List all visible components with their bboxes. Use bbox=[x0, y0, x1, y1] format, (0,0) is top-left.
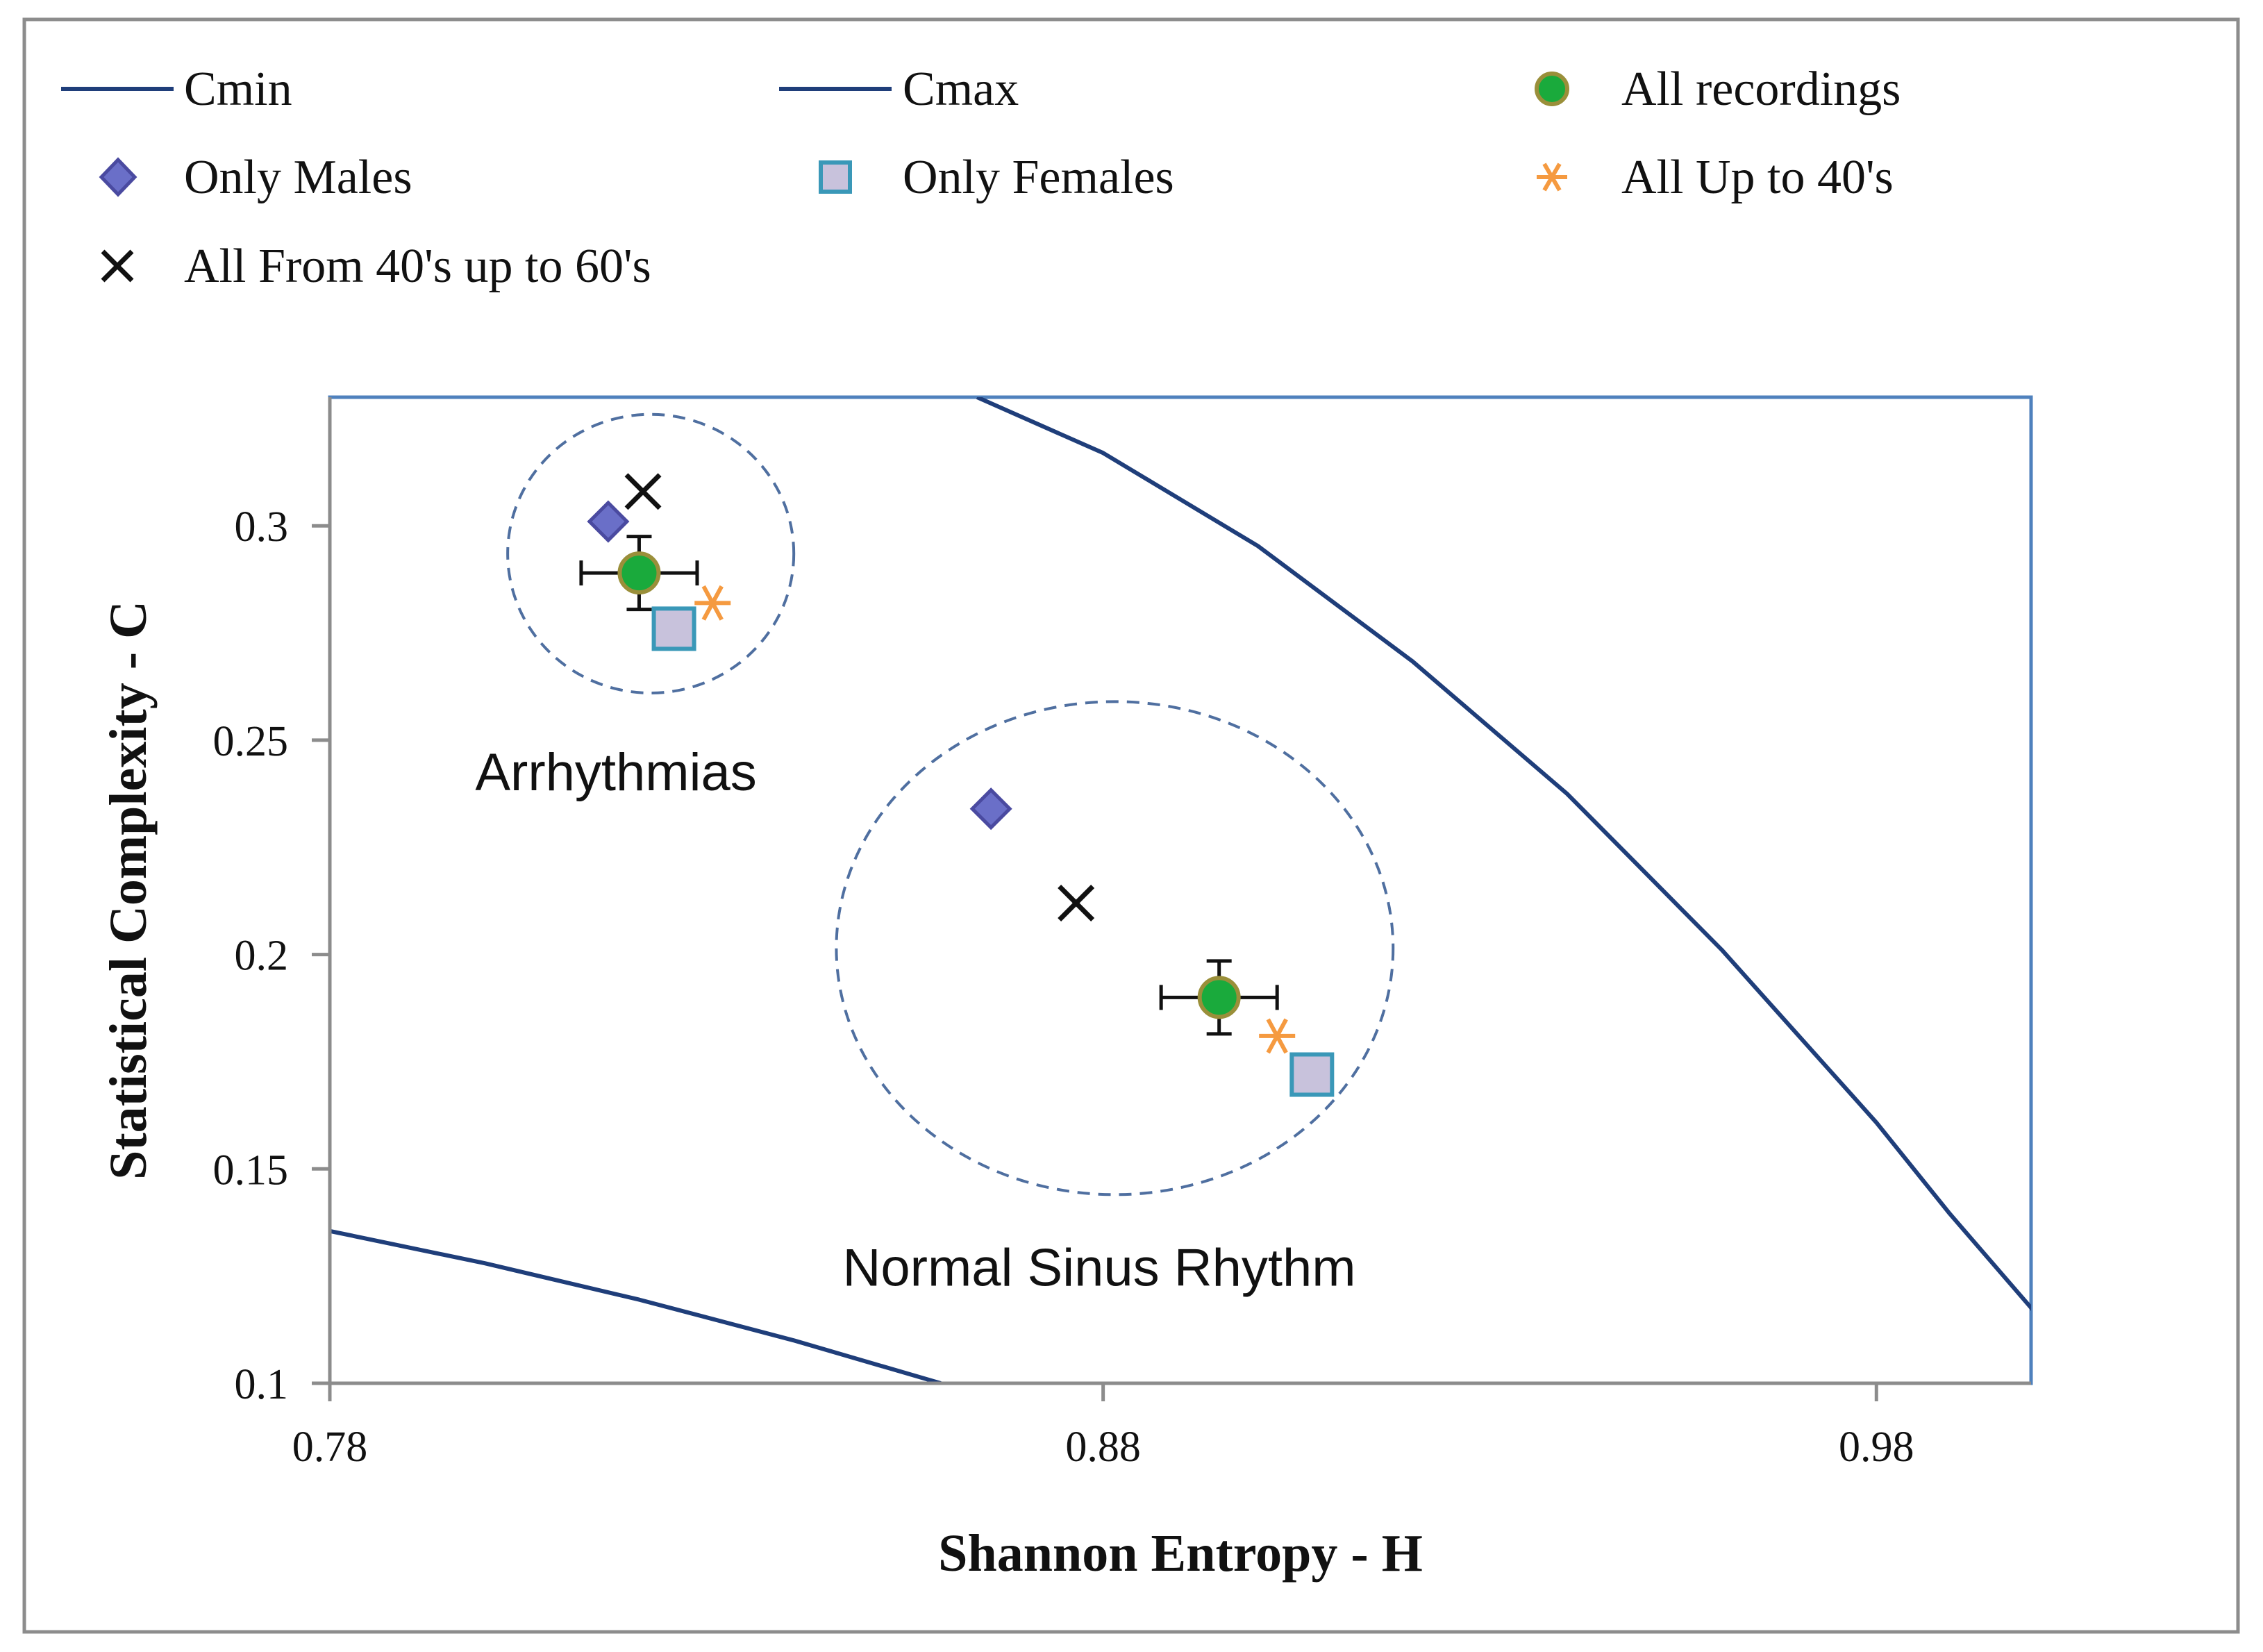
annotation-normal-sinus-rhythm: Normal Sinus Rhythm bbox=[843, 1238, 1356, 1297]
x-tick-label: 0.98 bbox=[1839, 1424, 1914, 1471]
legend-entry-all-recordings: All recordings bbox=[1535, 62, 1901, 116]
curve-cmax bbox=[976, 397, 2031, 1312]
y-tick-label: 0.15 bbox=[213, 1146, 289, 1194]
x-axis-title: Shannon Entropy - H bbox=[938, 1524, 1423, 1583]
point-only-males bbox=[587, 500, 630, 543]
legend-swatch-all-up-to-40s bbox=[1537, 162, 1567, 192]
y-ticks: 0.1 0.15 0.2 0.25 0.3 bbox=[213, 503, 330, 1408]
legend-swatch-only-females bbox=[819, 160, 852, 194]
legend-swatch-only-males bbox=[99, 157, 137, 197]
legend-label-cmin: Cmin bbox=[184, 62, 292, 116]
point-all-from-40-s-up-to-60-s bbox=[624, 473, 662, 510]
point-all-up-to-40-s bbox=[1259, 1018, 1296, 1054]
plot-area: Arrhythmias Normal Sinus Rhythm bbox=[328, 395, 2033, 1385]
legend-entry-only-females: Only Females bbox=[819, 151, 1174, 204]
figure-frame bbox=[22, 17, 2240, 1634]
y-tick-label: 0.25 bbox=[213, 718, 289, 765]
legend: Cmin Cmax All recordings Only Males Only… bbox=[61, 62, 1901, 293]
legend-label-all-40s-to-60s: All From 40's up to 60's bbox=[184, 240, 651, 293]
y-axis: 0.1 0.15 0.2 0.25 0.3 Statistical Complexity… bbox=[99, 397, 332, 1408]
point-all-from-40-s-up-to-60-s bbox=[1058, 885, 1095, 921]
y-axis-title: Statistical Complexity - C bbox=[99, 601, 158, 1180]
point-all-recordings bbox=[579, 535, 699, 612]
legend-swatch-all-recordings bbox=[1535, 72, 1569, 106]
point-all-recordings bbox=[1159, 959, 1279, 1036]
x-axis: 0.78 0.88 0.98 Shannon Entropy - H bbox=[292, 1381, 2031, 1583]
annotations: Arrhythmias Normal Sinus Rhythm bbox=[475, 743, 1355, 1297]
curve-cmin bbox=[330, 1228, 942, 1383]
legend-entry-only-males: Only Males bbox=[99, 151, 412, 204]
curves bbox=[330, 397, 2031, 1383]
legend-label-all-up-to-40s: All Up to 40's bbox=[1621, 151, 1894, 204]
legend-entry-all-up-to-40s: All Up to 40's bbox=[1537, 151, 1894, 204]
x-tick-label: 0.88 bbox=[1065, 1424, 1141, 1471]
x-tick-label: 0.78 bbox=[292, 1424, 368, 1471]
group-circles bbox=[506, 412, 1395, 1196]
y-tick-label: 0.1 bbox=[235, 1361, 289, 1408]
legend-entry-cmax: Cmax bbox=[779, 62, 1019, 116]
group-circle-normal-sinus-rhythm bbox=[835, 700, 1395, 1196]
point-only-females bbox=[651, 606, 696, 651]
legend-label-all-recordings: All recordings bbox=[1621, 62, 1901, 116]
y-tick-label: 0.2 bbox=[235, 933, 289, 980]
point-all-up-to-40-s bbox=[694, 585, 731, 621]
annotation-arrhythmias: Arrhythmias bbox=[475, 743, 756, 802]
legend-label-only-females: Only Females bbox=[903, 151, 1174, 204]
markers bbox=[579, 473, 1335, 1097]
legend-swatch-all-40s-to-60s bbox=[101, 249, 134, 283]
legend-entry-all-40s-to-60s: All From 40's up to 60's bbox=[101, 240, 651, 293]
y-tick-label: 0.3 bbox=[235, 503, 289, 551]
x-ticks: 0.78 0.88 0.98 bbox=[292, 1383, 1914, 1471]
legend-label-only-males: Only Males bbox=[184, 151, 412, 204]
point-only-males bbox=[969, 787, 1012, 831]
legend-entry-cmin: Cmin bbox=[61, 62, 292, 116]
group-circle-arrhythmias bbox=[506, 412, 796, 695]
point-only-females bbox=[1289, 1052, 1335, 1097]
legend-label-cmax: Cmax bbox=[903, 62, 1019, 116]
